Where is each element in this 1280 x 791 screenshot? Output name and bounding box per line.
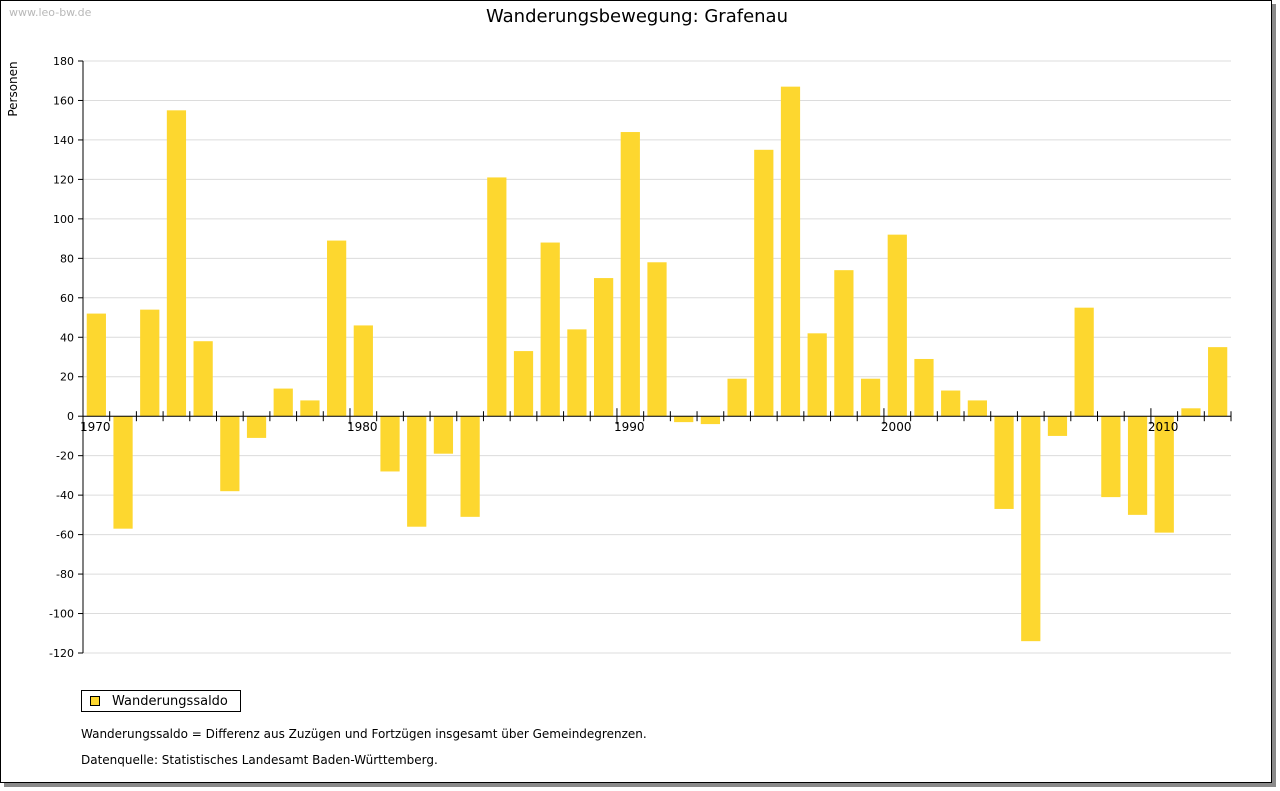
x-tick-label: 1980 (347, 420, 378, 434)
bar (433, 416, 454, 454)
bar (887, 234, 907, 417)
bar (567, 329, 587, 417)
y-tick-label: 60 (60, 292, 74, 305)
bar (220, 416, 240, 492)
bar (353, 325, 373, 417)
x-tick-labels: 1970 1980 1990 2000 2010 (80, 420, 1178, 434)
y-tick-label: -40 (56, 489, 74, 502)
y-tick-label: 160 (53, 94, 74, 107)
bar (1181, 408, 1201, 417)
bar (166, 110, 187, 417)
bar (300, 400, 320, 417)
y-tick-label: -60 (56, 529, 74, 542)
bar (994, 416, 1014, 509)
bar (647, 262, 667, 417)
bar (246, 416, 267, 438)
bar (1047, 416, 1068, 436)
bar (914, 358, 934, 417)
bar (86, 313, 106, 417)
y-tick-label: 0 (67, 410, 74, 423)
y-tick-label: -20 (56, 450, 74, 463)
y-tick-label: 40 (60, 331, 74, 344)
bar (780, 86, 801, 417)
bar (727, 378, 747, 417)
bar (327, 240, 347, 417)
source-note: Datenquelle: Statistisches Landesamt Bad… (81, 753, 438, 767)
bar (540, 242, 560, 417)
x-tick-label: 1970 (80, 420, 111, 434)
y-tick-label: -120 (49, 647, 74, 660)
x-tick-label: 1990 (614, 420, 645, 434)
bar (407, 416, 427, 527)
bar (807, 333, 827, 417)
bar (593, 278, 614, 417)
y-tick-label: 140 (53, 134, 74, 147)
definition-note: Wanderungssaldo = Differenz aus Zuzügen … (81, 727, 647, 741)
chart-title: Wanderungsbewegung: Grafenau (486, 6, 788, 27)
bar (380, 416, 400, 472)
y-tick-label: -100 (49, 608, 74, 621)
bar (700, 416, 721, 425)
watermark: www.leo-bw.de (9, 6, 92, 19)
bars (86, 86, 1228, 642)
bar (1101, 416, 1121, 498)
bar (113, 416, 133, 529)
y-tick-label: -80 (56, 568, 74, 581)
bar (834, 270, 854, 417)
bar (1021, 416, 1041, 642)
bar (754, 149, 774, 417)
y-axis-label: Personen (6, 61, 20, 116)
legend-swatch (90, 696, 100, 706)
y-tick-label: 180 (53, 55, 74, 68)
y-tick-label: 100 (53, 213, 74, 226)
bar (1127, 416, 1148, 515)
bar (1154, 416, 1174, 533)
y-tick-label: 120 (53, 173, 74, 186)
legend-label: Wanderungssaldo (112, 693, 228, 709)
chart-svg: Wanderungsbewegung: Grafenau Personen 18… (6, 6, 1232, 660)
bar (487, 177, 507, 417)
x-tick-label: 2000 (881, 420, 912, 434)
bar (1208, 347, 1228, 417)
bar (860, 378, 881, 417)
axes (78, 60, 1232, 654)
x-tick-label: 2010 (1148, 420, 1179, 434)
bar (967, 400, 987, 417)
y-tick-label: 80 (60, 252, 74, 265)
y-tick-labels: 180 160 140 120 100 80 60 40 20 0 -20 -40 -60 -80 -100… (49, 55, 74, 660)
legend: Wanderungssaldo (81, 690, 241, 712)
bar (193, 341, 213, 417)
bar (620, 132, 640, 417)
bar (460, 416, 480, 517)
bar (140, 309, 160, 417)
bar (1074, 307, 1094, 417)
bar (674, 416, 694, 423)
bar (513, 351, 534, 417)
y-tick-label: 20 (60, 371, 74, 384)
bar (273, 388, 293, 417)
bar (941, 390, 961, 417)
